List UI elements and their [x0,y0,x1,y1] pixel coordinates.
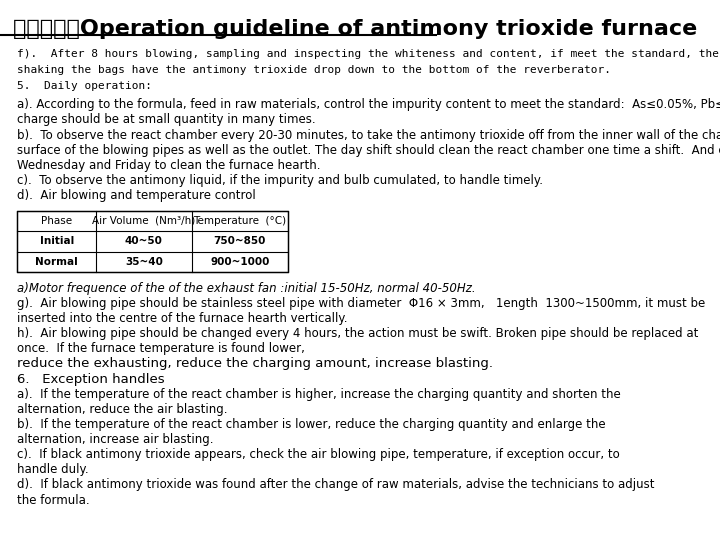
Text: Air Volume  (Nm³/h): Air Volume (Nm³/h) [92,216,196,226]
Text: g).  Air blowing pipe should be stainless steel pipe with diameter  Φ16 × 3mm,  : g). Air blowing pipe should be stainless… [17,297,706,310]
Bar [17,211,288,272]
Text: d).  Air blowing and temperature control: d). Air blowing and temperature control [17,189,256,202]
Text: b).  If the temperature of the react chamber is lower, reduce the charging quant: b). If the temperature of the react cham… [17,418,606,431]
Text: c).  To observe the antimony liquid, if the impurity and bulb cumulated, to hand: c). To observe the antimony liquid, if t… [17,174,544,187]
Text: 900~1000: 900~1000 [210,257,269,267]
Text: charge should be at small quantity in many times.: charge should be at small quantity in ma… [17,113,316,126]
Text: Normal: Normal [35,257,78,267]
Text: inserted into the centre of the furnace hearth vertically.: inserted into the centre of the furnace … [17,312,348,325]
Text: Phase: Phase [41,216,72,226]
Text: the formula.: the formula. [17,494,90,507]
Text: alternation, reduce the air blasting.: alternation, reduce the air blasting. [17,403,228,416]
Text: handle duly.: handle duly. [17,463,89,476]
Text: a). According to the formula, feed in raw materials, control the impurity conten: a). According to the formula, feed in ra… [17,98,720,111]
Text: 35~40: 35~40 [125,257,163,267]
Text: f).  After 8 hours blowing, sampling and inspecting the whiteness and content, i: f). After 8 hours blowing, sampling and … [17,49,720,59]
Text: b).  To observe the react chamber every 20-30 minutes, to take the antimony trio: b). To observe the react chamber every 2… [17,129,720,141]
Text: once.  If the furnace temperature is found lower,: once. If the furnace temperature is foun… [17,342,305,355]
Text: reduce the exhausting, reduce the charging amount, increase blasting.: reduce the exhausting, reduce the chargi… [17,357,493,370]
Text: shaking the bags have the antimony trioxide drop down to the bottom of the rever: shaking the bags have the antimony triox… [17,65,611,75]
Text: a).  If the temperature of the react chamber is higher, increase the charging qu: a). If the temperature of the react cham… [17,388,621,401]
Text: d).  If black antimony trioxide was found after the change of raw materials, adv: d). If black antimony trioxide was found… [17,478,655,491]
Text: h).  Air blowing pipe should be changed every 4 hours, the action must be swift.: h). Air blowing pipe should be changed e… [17,327,699,340]
Text: 工艺流程图Operation guideline of antimony trioxide furnace: 工艺流程图Operation guideline of antimony tri… [13,19,698,39]
Text: alternation, increase air blasting.: alternation, increase air blasting. [17,433,214,446]
Text: a)Motor frequence of the of the exhaust fan :initial 15-50Hz, normal 40-50Hz.: a)Motor frequence of the of the exhaust … [17,282,476,295]
Text: Temperature  (°C): Temperature (°C) [193,216,287,226]
Text: surface of the blowing pipes as well as the outlet. The day shift should clean t: surface of the blowing pipes as well as … [17,144,720,157]
Text: 5.  Daily operation:: 5. Daily operation: [17,81,153,91]
Text: Wednesday and Friday to clean the furnace hearth.: Wednesday and Friday to clean the furnac… [17,159,321,172]
Text: Initial: Initial [40,237,74,246]
Text: c).  If black antimony trioxide appears, check the air blowing pipe, temperature: c). If black antimony trioxide appears, … [17,448,620,461]
Text: 40~50: 40~50 [125,237,163,246]
Text: 750~850: 750~850 [214,237,266,246]
Text: 6.   Exception handles: 6. Exception handles [17,373,165,386]
